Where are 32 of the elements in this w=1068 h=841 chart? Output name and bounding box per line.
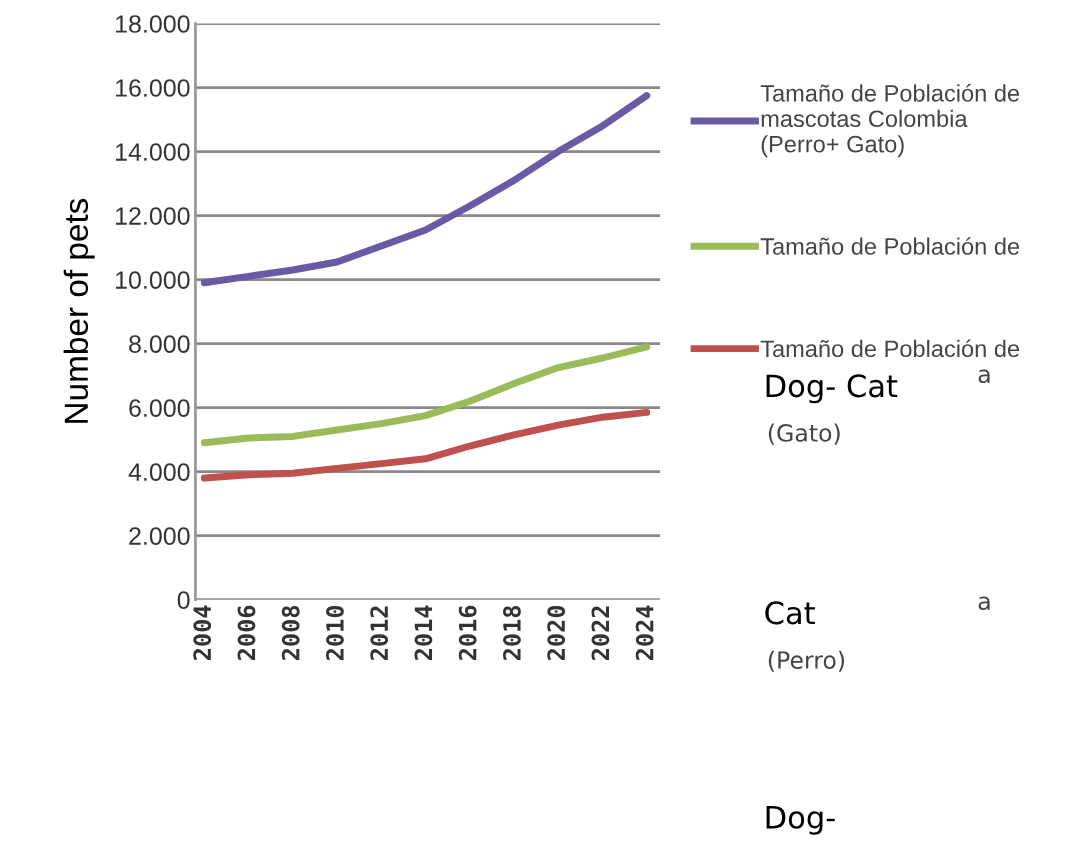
text: Dog- — [766, 806, 835, 835]
y-tick-label: 8.000 — [129, 335, 190, 353]
y-tick-label: 14.000 — [116, 143, 190, 161]
legend-label: Tamaño de Población de — [760, 339, 1020, 358]
legend-label: Tamaño de Población de — [760, 237, 1020, 255]
x-tick-label: 2018 — [503, 605, 521, 661]
y-tick-label: 10.000 — [116, 271, 190, 289]
y-tick-label: 12.000 — [116, 207, 190, 225]
y-tick-label: 16.000 — [116, 79, 190, 97]
y-tick-label: 0 — [177, 591, 190, 609]
text: Dog- Cat — [766, 374, 898, 404]
text: (Gato) — [768, 423, 840, 445]
x-tick-label: 2016 — [458, 605, 477, 661]
y-tick-label: 2.000 — [129, 527, 190, 545]
x-tick-label: 2014 — [414, 605, 433, 661]
x-tick-label: 2010 — [326, 605, 344, 661]
text: a — [978, 369, 990, 383]
x-tick-label: 2012 — [370, 606, 389, 661]
legend-label: Tamaño de Población de mascotas Colombia (Perro+ Gato) — [760, 84, 1020, 158]
y-axis-title: Number of pets — [63, 198, 95, 423]
x-tick-label: 2004 — [193, 605, 212, 661]
x-tick-label: 2022 — [591, 606, 610, 661]
x-tick-label: 2006 — [237, 605, 256, 661]
x-tick-label: 2024 — [635, 605, 654, 661]
text: a — [978, 596, 990, 611]
text: (Perro) — [768, 650, 845, 672]
x-tick-label: 2020 — [547, 605, 566, 661]
text: Cat — [765, 601, 815, 625]
y-tick-label: 18.000 — [116, 15, 190, 33]
x-tick-label: 2008 — [281, 605, 300, 661]
y-tick-label: 6.000 — [129, 399, 190, 417]
y-tick-label: 4.000 — [128, 463, 190, 481]
